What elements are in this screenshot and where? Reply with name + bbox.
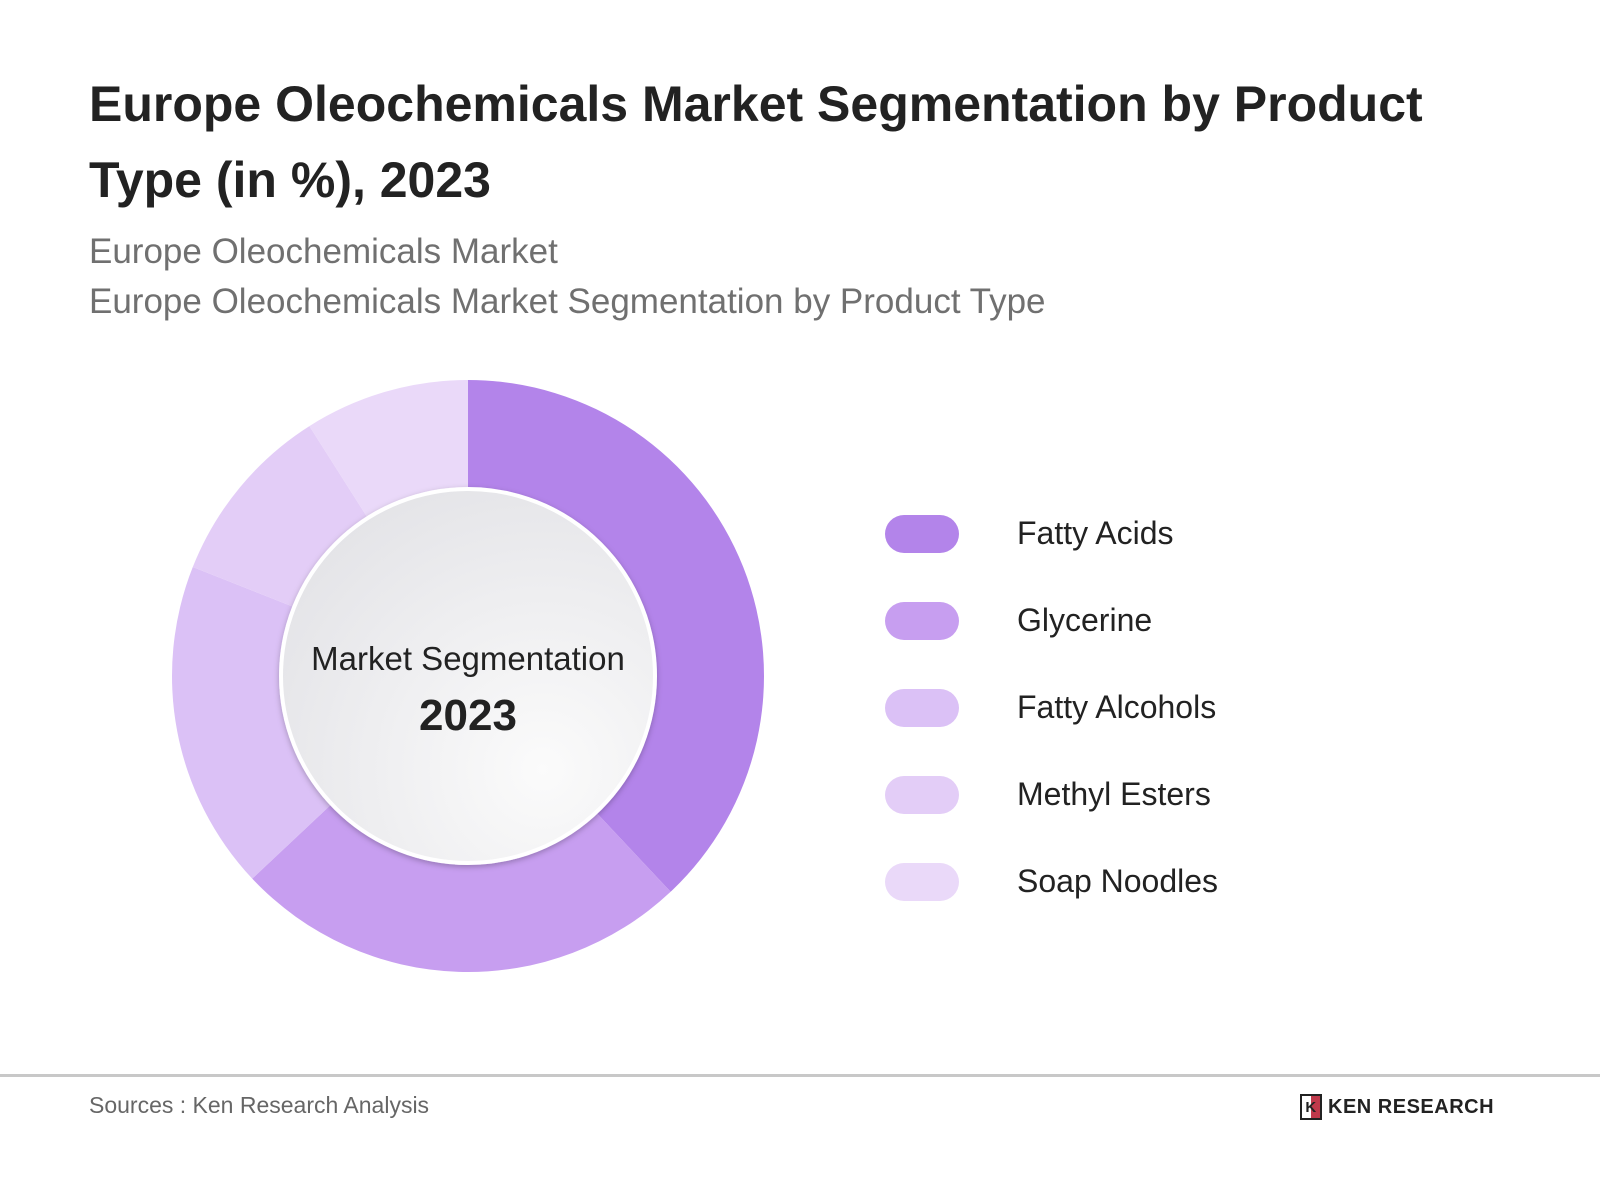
chart-subtitle-2: Europe Oleochemicals Market Segmentation…	[89, 282, 1046, 321]
legend-label: Fatty Acids	[1017, 515, 1174, 551]
legend-item: Methyl Esters	[885, 751, 1218, 838]
donut-center	[279, 487, 657, 865]
legend-label: Methyl Esters	[1017, 776, 1211, 812]
footer-divider	[0, 1074, 1600, 1077]
chart-subtitle-1: Europe Oleochemicals Market	[89, 232, 558, 271]
legend-label: Fatty Alcohols	[1017, 689, 1217, 725]
legend-swatch	[885, 688, 959, 727]
ken-logo-icon: K	[1300, 1094, 1322, 1120]
ken-research-logo: K KEN RESEARCH	[1300, 1094, 1494, 1120]
chart-title: Europe Oleochemicals Market Segmentation…	[89, 76, 1423, 208]
legend-item: Soap Noodles	[885, 838, 1218, 925]
donut-chart: Market Segmentation 2023	[172, 380, 765, 973]
legend-label: Glycerine	[1017, 602, 1153, 638]
logo-text: KEN RESEARCH	[1328, 1095, 1495, 1118]
center-label: Market Segmentation	[311, 640, 625, 677]
legend-item: Glycerine	[885, 577, 1218, 664]
legend-label: Soap Noodles	[1017, 863, 1219, 899]
center-year: 2023	[419, 691, 517, 740]
legend-swatch	[885, 601, 959, 640]
legend-swatch	[885, 775, 959, 814]
legend-swatch	[885, 514, 959, 553]
legend-swatch	[885, 862, 959, 901]
legend-item: Fatty Alcohols	[885, 664, 1218, 751]
source-note: Sources : Ken Research Analysis	[89, 1092, 430, 1118]
legend-item: Fatty Acids	[885, 490, 1218, 577]
legend: Fatty Acids Glycerine Fatty Alcohols Methyl…	[885, 490, 1218, 925]
